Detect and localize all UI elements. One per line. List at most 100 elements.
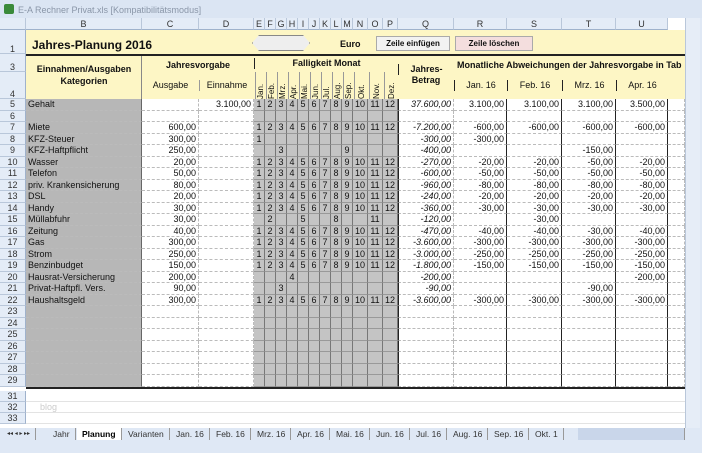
month-due-cell[interactable] — [276, 352, 287, 364]
column-header-M[interactable]: M — [342, 18, 353, 30]
month-due-cell[interactable]: 11 — [368, 237, 383, 249]
month-due-cell[interactable]: 6 — [309, 168, 320, 180]
extra-cell[interactable] — [668, 145, 685, 157]
month-due-cell[interactable] — [342, 214, 353, 226]
monthly-deviation-cell[interactable] — [616, 306, 668, 318]
month-due-cell[interactable]: 5 — [298, 225, 309, 237]
month-due-cell[interactable]: 2 — [265, 168, 276, 180]
month-due-cell[interactable] — [254, 110, 265, 122]
column-header-U[interactable]: U — [616, 18, 668, 30]
category-cell[interactable]: priv. Krankensicherung — [26, 179, 142, 191]
ausgabe-cell[interactable] — [142, 306, 199, 318]
month-due-cell[interactable] — [298, 352, 309, 364]
monthly-deviation-cell[interactable] — [454, 110, 507, 122]
month-due-cell[interactable]: 2 — [265, 179, 276, 191]
month-due-cell[interactable] — [309, 317, 320, 329]
month-due-cell[interactable] — [309, 110, 320, 122]
ausgabe-cell[interactable] — [142, 317, 199, 329]
month-due-cell[interactable] — [276, 317, 287, 329]
category-cell[interactable]: Wasser — [26, 156, 142, 168]
month-due-cell[interactable] — [383, 329, 398, 341]
monthly-deviation-cell[interactable] — [507, 340, 562, 352]
month-due-cell[interactable]: 11 — [368, 248, 383, 260]
monthly-deviation-cell[interactable]: -20,00 — [454, 156, 507, 168]
month-due-cell[interactable]: 10 — [353, 122, 368, 134]
month-due-cell[interactable] — [353, 340, 368, 352]
month-due-cell[interactable]: 4 — [287, 225, 298, 237]
month-due-cell[interactable] — [342, 317, 353, 329]
monthly-deviation-cell[interactable] — [454, 340, 507, 352]
month-due-cell[interactable]: 6 — [309, 179, 320, 191]
sheet-tab[interactable]: Aug. 16 — [448, 428, 489, 440]
monthly-deviation-cell[interactable]: -30,00 — [562, 225, 616, 237]
month-due-cell[interactable] — [320, 214, 331, 226]
ausgabe-cell[interactable]: 200,00 — [142, 271, 199, 283]
month-due-cell[interactable] — [254, 375, 265, 387]
month-due-cell[interactable] — [342, 133, 353, 145]
month-due-cell[interactable] — [276, 110, 287, 122]
ausgabe-cell[interactable]: 90,00 — [142, 283, 199, 295]
row-header-25[interactable]: 25 — [0, 329, 26, 341]
month-due-cell[interactable]: 9 — [342, 260, 353, 272]
month-due-cell[interactable]: 10 — [353, 156, 368, 168]
category-cell[interactable]: Haushaltsgeld — [26, 294, 142, 306]
month-due-cell[interactable] — [287, 329, 298, 341]
month-due-cell[interactable]: 11 — [368, 294, 383, 306]
monthly-deviation-cell[interactable]: -50,00 — [562, 168, 616, 180]
month-due-cell[interactable]: 6 — [309, 294, 320, 306]
monthly-deviation-cell[interactable] — [454, 145, 507, 157]
einnahme-cell[interactable] — [199, 283, 254, 295]
month-due-cell[interactable] — [342, 283, 353, 295]
month-due-cell[interactable]: 11 — [368, 191, 383, 203]
sheet-tab[interactable]: Sep. 16 — [489, 428, 530, 440]
month-due-cell[interactable] — [368, 340, 383, 352]
month-due-cell[interactable]: 2 — [265, 294, 276, 306]
monthly-deviation-cell[interactable] — [507, 133, 562, 145]
month-due-cell[interactable] — [383, 133, 398, 145]
monthly-deviation-cell[interactable]: -30,00 — [616, 202, 668, 214]
month-due-cell[interactable]: 1 — [254, 99, 265, 111]
month-due-cell[interactable] — [331, 375, 342, 387]
month-due-cell[interactable]: 2 — [265, 225, 276, 237]
month-due-cell[interactable]: 7 — [320, 248, 331, 260]
monthly-deviation-cell[interactable] — [454, 375, 507, 387]
month-due-cell[interactable]: 2 — [265, 156, 276, 168]
month-due-cell[interactable]: 9 — [342, 156, 353, 168]
sheet-tab[interactable]: Planung — [77, 428, 122, 440]
month-due-cell[interactable] — [309, 329, 320, 341]
einnahme-cell[interactable] — [199, 179, 254, 191]
month-due-cell[interactable]: 6 — [309, 191, 320, 203]
month-due-cell[interactable]: 11 — [368, 99, 383, 111]
extra-cell[interactable] — [668, 260, 685, 272]
extra-cell[interactable] — [668, 214, 685, 226]
extra-cell[interactable] — [668, 363, 685, 375]
month-due-cell[interactable]: 3 — [276, 145, 287, 157]
month-due-cell[interactable] — [276, 271, 287, 283]
category-cell[interactable] — [26, 363, 142, 375]
einnahme-cell[interactable] — [199, 237, 254, 249]
month-due-cell[interactable] — [265, 110, 276, 122]
column-header-I[interactable]: I — [298, 18, 309, 30]
month-due-cell[interactable]: 3 — [276, 248, 287, 260]
monthly-deviation-cell[interactable]: -30,00 — [454, 202, 507, 214]
month-due-cell[interactable]: 12 — [383, 168, 398, 180]
ausgabe-cell[interactable] — [142, 329, 199, 341]
row-header-11[interactable]: 11 — [0, 168, 26, 180]
monthly-deviation-cell[interactable]: -250,00 — [454, 248, 507, 260]
month-due-cell[interactable] — [254, 214, 265, 226]
month-due-cell[interactable]: 12 — [383, 122, 398, 134]
month-due-cell[interactable]: 5 — [298, 191, 309, 203]
month-due-cell[interactable]: 2 — [265, 248, 276, 260]
ausgabe-cell[interactable]: 300,00 — [142, 237, 199, 249]
einnahme-cell[interactable] — [199, 294, 254, 306]
month-due-cell[interactable] — [331, 306, 342, 318]
column-header-Q[interactable]: Q — [398, 18, 454, 30]
month-due-cell[interactable]: 4 — [287, 156, 298, 168]
ausgabe-cell[interactable]: 20,00 — [142, 156, 199, 168]
monthly-deviation-cell[interactable]: -90,00 — [562, 283, 616, 295]
monthly-deviation-cell[interactable]: -150,00 — [562, 260, 616, 272]
month-due-cell[interactable]: 12 — [383, 237, 398, 249]
month-due-cell[interactable]: 8 — [331, 260, 342, 272]
month-due-cell[interactable]: 1 — [254, 133, 265, 145]
monthly-deviation-cell[interactable]: -600,00 — [507, 122, 562, 134]
